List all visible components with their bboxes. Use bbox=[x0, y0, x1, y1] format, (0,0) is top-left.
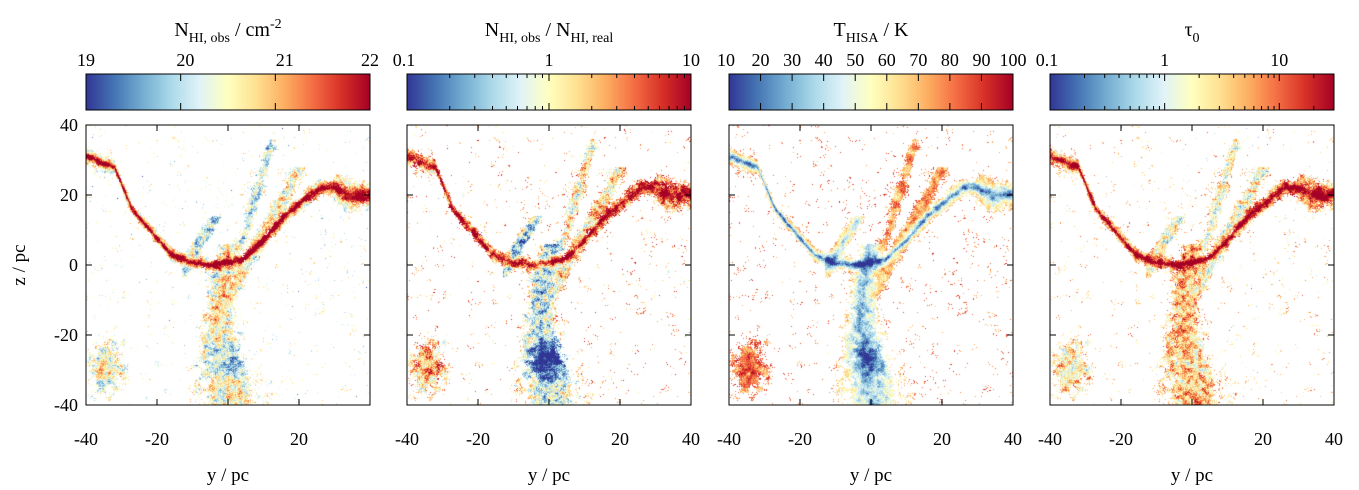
x-tick-label: -20 bbox=[1109, 429, 1133, 449]
colorbar-tick-label: 100 bbox=[1000, 50, 1027, 70]
heatmap-image bbox=[729, 125, 1013, 405]
colorbar-tick-label: 22 bbox=[361, 50, 379, 70]
colorbar-tick-label: 60 bbox=[878, 50, 896, 70]
colorbar-title-part: / K bbox=[878, 19, 909, 41]
colorbar-title-part: T bbox=[834, 19, 846, 41]
colorbar-title-part: 0 bbox=[1193, 31, 1200, 46]
colorbar-tick-label: 1 bbox=[545, 50, 554, 70]
y-tick-label: 40 bbox=[60, 115, 78, 135]
colorbar-title: NHI, obs / cm-2 bbox=[174, 17, 281, 46]
y-tick-label: 20 bbox=[60, 185, 78, 205]
x-tick-label: 20 bbox=[1254, 429, 1272, 449]
x-tick-label: -40 bbox=[1038, 429, 1062, 449]
colorbar-title-part: τ bbox=[1184, 19, 1192, 41]
y-tick-label: -20 bbox=[54, 325, 78, 345]
x-axis-label: y / pc bbox=[850, 465, 892, 486]
x-tick-label: -40 bbox=[74, 429, 98, 449]
x-tick-label: 0 bbox=[1188, 429, 1197, 449]
colorbar-tick-label: 30 bbox=[783, 50, 801, 70]
panel-4: τ00.1 1 10-40 -20 0 20 40y / pc bbox=[1036, 19, 1343, 486]
x-axis-label: y / pc bbox=[528, 465, 570, 486]
panel-1: NHI, obs / cm-2 19 20 21 22 -40 -20 0 20 -40 -20 0 2… bbox=[9, 17, 379, 486]
y-tick-label: -40 bbox=[54, 395, 78, 415]
colorbar-title-part: HI, obs bbox=[499, 31, 540, 46]
colorbar-title-part: / N bbox=[540, 19, 570, 41]
colorbar-tick-label: 19 bbox=[77, 50, 95, 70]
heatmap-image bbox=[86, 125, 370, 405]
x-tick-label: 40 bbox=[1325, 429, 1343, 449]
colorbar-title-part: -2 bbox=[270, 17, 282, 32]
colorbar-title-part: HISA bbox=[846, 31, 880, 46]
panel-3: THISA / K 10 20 30 40 50 60 70 80 90 100 -40 -20 0 20 4… bbox=[717, 19, 1027, 486]
colorbar-tick-label: 40 bbox=[815, 50, 833, 70]
heatmap-image bbox=[1050, 125, 1334, 405]
colorbar bbox=[86, 74, 370, 110]
x-axis-label: y / pc bbox=[207, 465, 249, 486]
colorbar-title: τ0 bbox=[1184, 19, 1199, 46]
colorbar-title: THISA / K bbox=[834, 19, 909, 46]
colorbar-title-part: / cm bbox=[230, 19, 270, 41]
colorbar-tick-label: 1 bbox=[1160, 50, 1169, 70]
colorbar-frame bbox=[1049, 73, 1335, 111]
x-tick-label: 20 bbox=[290, 429, 308, 449]
colorbar-tick-label: 50 bbox=[846, 50, 864, 70]
colorbar-tick-label: 70 bbox=[909, 50, 927, 70]
colorbar-title: NHI, obs / NHI, real bbox=[485, 19, 614, 46]
colorbar-tick-label: 90 bbox=[972, 50, 990, 70]
colorbar bbox=[1050, 74, 1334, 110]
colorbar-tick-label: 0.1 bbox=[1036, 50, 1059, 70]
x-tick-label: -40 bbox=[395, 429, 419, 449]
x-tick-label: -20 bbox=[145, 429, 169, 449]
y-tick-label: 0 bbox=[69, 255, 78, 275]
x-tick-label: 0 bbox=[224, 429, 233, 449]
x-tick-label: 20 bbox=[611, 429, 629, 449]
x-tick-label: 0 bbox=[867, 429, 876, 449]
colorbar-tick-label: 10 bbox=[682, 50, 700, 70]
colorbar-title-part: N bbox=[174, 19, 188, 41]
y-axis-label: z / pc bbox=[9, 244, 30, 285]
colorbar-tick-label: 10 bbox=[717, 50, 735, 70]
x-tick-label: 40 bbox=[1004, 429, 1022, 449]
x-tick-label: -20 bbox=[788, 429, 812, 449]
colorbar bbox=[729, 74, 1013, 110]
colorbar-frame bbox=[85, 73, 371, 111]
colorbar-tick-label: 0.1 bbox=[393, 50, 416, 70]
colorbar-tick-label: 20 bbox=[752, 50, 770, 70]
x-tick-label: 20 bbox=[933, 429, 951, 449]
colorbar-title-part: N bbox=[485, 19, 499, 41]
colorbar-tick-label: 80 bbox=[941, 50, 959, 70]
colorbar-tick-label: 10 bbox=[1270, 50, 1288, 70]
colorbar-tick-label: 21 bbox=[276, 50, 294, 70]
x-axis-label: y / pc bbox=[1171, 465, 1213, 486]
x-tick-label: -40 bbox=[717, 429, 741, 449]
heatmap-image bbox=[407, 125, 691, 405]
x-tick-label: 0 bbox=[545, 429, 554, 449]
x-tick-label: 40 bbox=[682, 429, 700, 449]
colorbar-title-part: HI, real bbox=[570, 31, 613, 46]
colorbar-title-part: HI, obs bbox=[189, 31, 230, 46]
colorbar-frame bbox=[728, 73, 1014, 111]
colorbar-tick-label: 20 bbox=[176, 50, 194, 70]
x-tick-label: -20 bbox=[466, 429, 490, 449]
panel-2: NHI, obs / NHI, real 0.1 1 10 -40 -20 0 20 40 y /… bbox=[393, 19, 700, 486]
